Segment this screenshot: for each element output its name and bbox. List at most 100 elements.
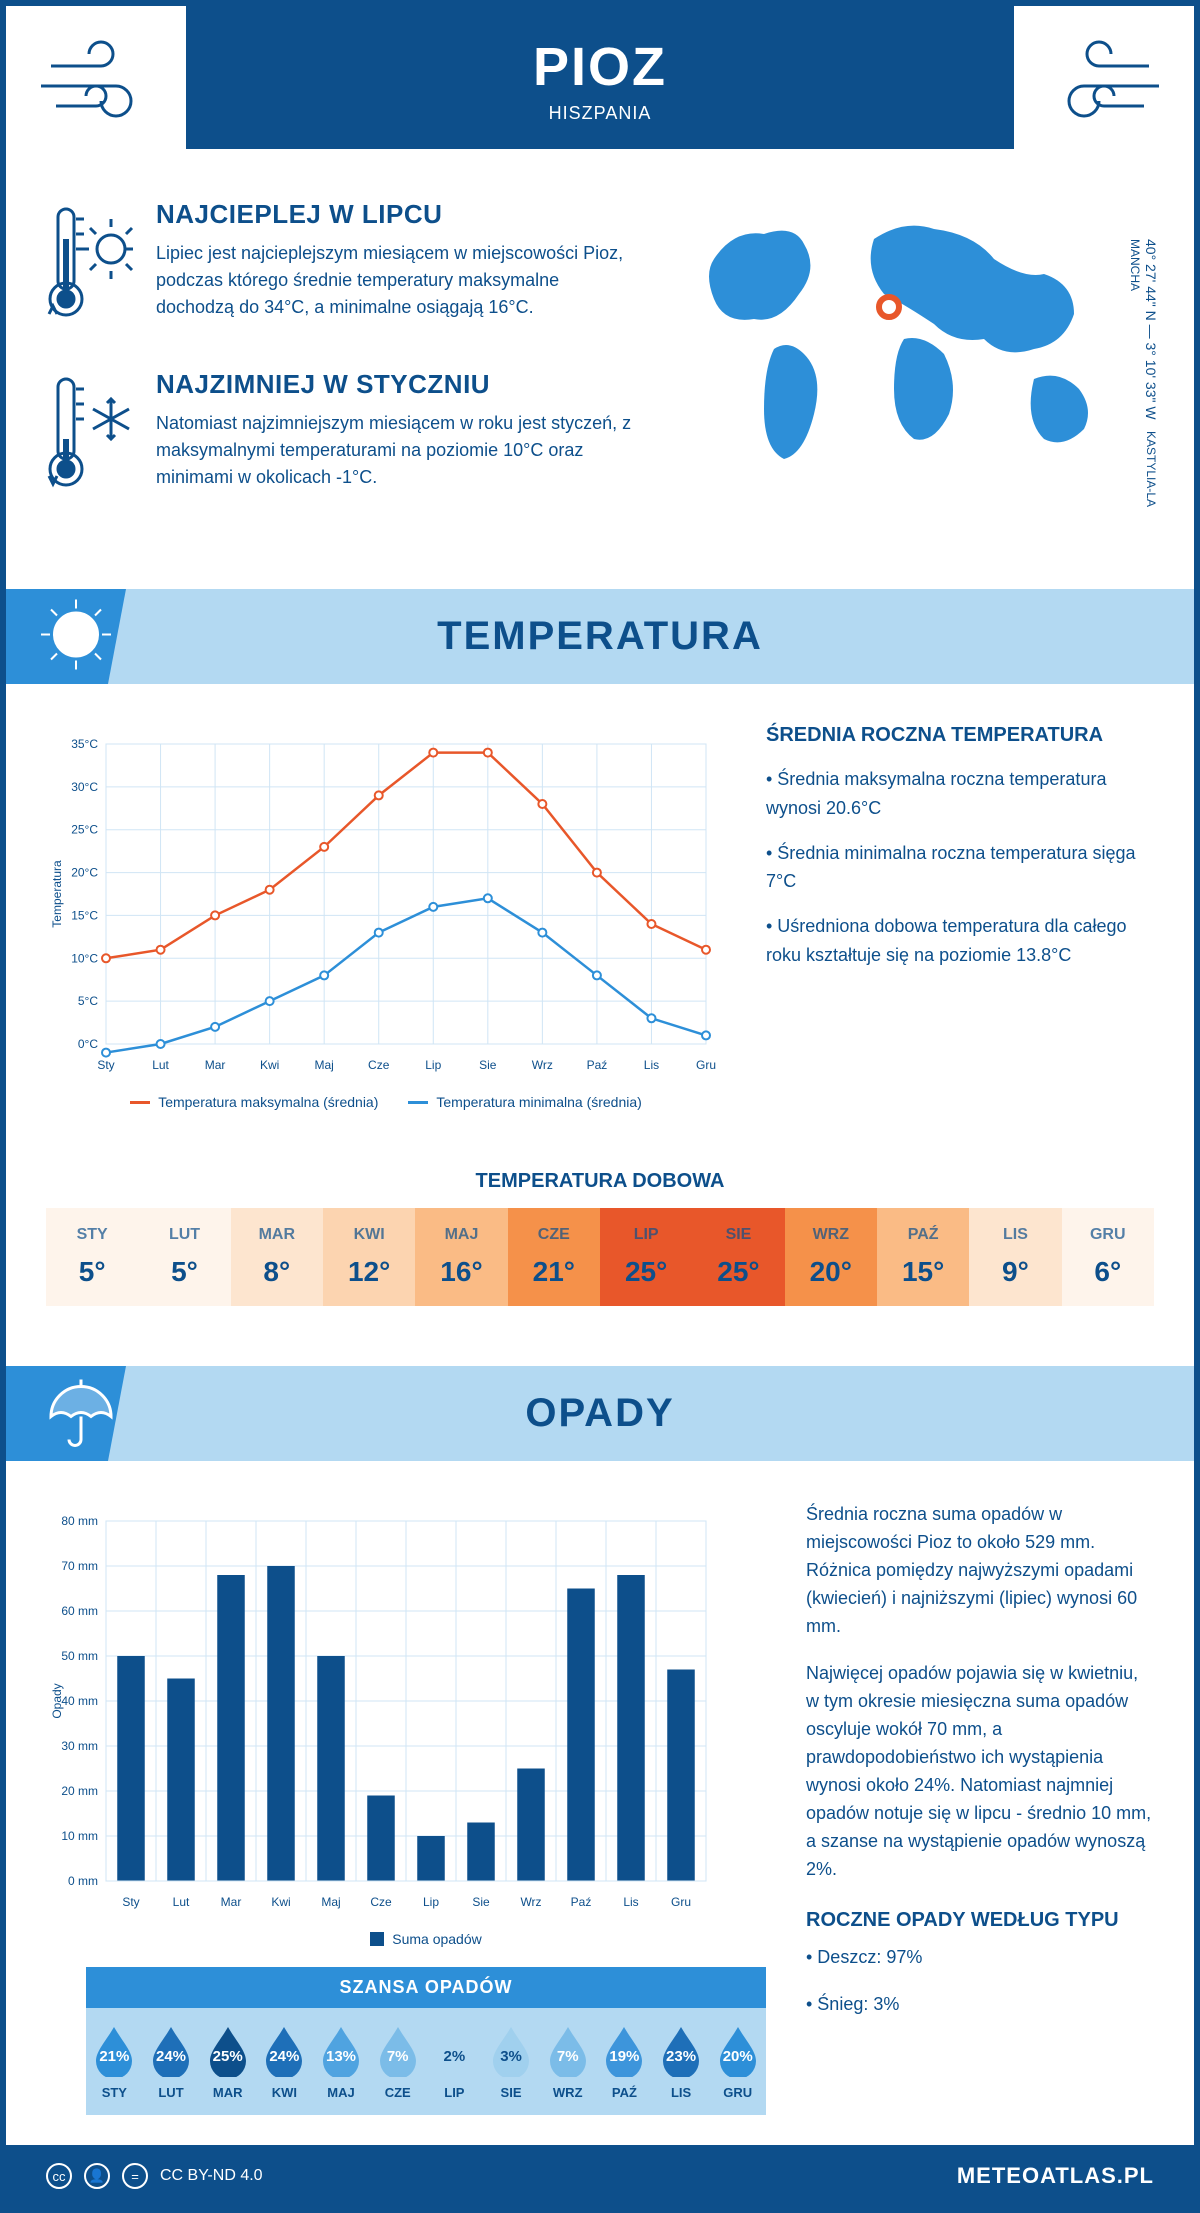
wind-icon bbox=[36, 36, 166, 131]
svg-text:Temperatura: Temperatura bbox=[50, 860, 64, 928]
page-header: PIOZ HISZPANIA bbox=[186, 6, 1014, 149]
svg-text:Cze: Cze bbox=[370, 1895, 392, 1909]
coldest-title: NAJZIMNIEJ W STYCZNIU bbox=[156, 369, 634, 400]
world-map bbox=[674, 199, 1154, 479]
svg-text:30°C: 30°C bbox=[71, 780, 98, 794]
daily-temp-cell: LIS9° bbox=[969, 1208, 1061, 1306]
wind-icon bbox=[1034, 36, 1164, 131]
daily-temp-cell: CZE21° bbox=[508, 1208, 600, 1306]
daily-temp-cell: LIP25° bbox=[600, 1208, 692, 1306]
thermometer-hot-icon bbox=[46, 199, 136, 334]
daily-temp-cell: PAŹ15° bbox=[877, 1208, 969, 1306]
svg-text:Wrz: Wrz bbox=[532, 1058, 553, 1072]
svg-text:Sty: Sty bbox=[122, 1895, 139, 1909]
svg-text:20 mm: 20 mm bbox=[61, 1784, 98, 1798]
hottest-block: NAJCIEPLEJ W LIPCU Lipiec jest najcieple… bbox=[46, 199, 634, 334]
svg-text:Lut: Lut bbox=[173, 1895, 190, 1909]
svg-text:5°C: 5°C bbox=[78, 994, 98, 1008]
nd-icon: = bbox=[122, 2163, 148, 2189]
svg-text:30 mm: 30 mm bbox=[61, 1739, 98, 1753]
svg-text:Cze: Cze bbox=[368, 1058, 390, 1072]
daily-temp-cell: MAR8° bbox=[231, 1208, 323, 1306]
daily-temp-cell: MAJ16° bbox=[415, 1208, 507, 1306]
svg-text:0 mm: 0 mm bbox=[68, 1874, 98, 1888]
svg-text:0°C: 0°C bbox=[78, 1037, 98, 1051]
temp-legend: Temperatura maksymalna (średnia) Tempera… bbox=[46, 1094, 726, 1110]
svg-text:25°C: 25°C bbox=[71, 823, 98, 837]
svg-text:Kwi: Kwi bbox=[271, 1895, 290, 1909]
svg-text:Paź: Paź bbox=[571, 1895, 592, 1909]
precip-type-title: ROCZNE OPADY WEDŁUG TYPU bbox=[806, 1909, 1154, 1932]
chance-cell: 25%MAR bbox=[199, 2023, 256, 2100]
chance-cell: 24%LUT bbox=[143, 2023, 200, 2100]
chance-cell: 21%STY bbox=[86, 2023, 143, 2100]
temp-bullet: • Średnia minimalna roczna temperatura s… bbox=[766, 839, 1154, 897]
svg-text:60 mm: 60 mm bbox=[61, 1604, 98, 1618]
svg-text:40 mm: 40 mm bbox=[61, 1694, 98, 1708]
precipitation-chance-box: SZANSA OPADÓW 21%STY24%LUT25%MAR24%KWI13… bbox=[86, 1967, 766, 2115]
precip-type-bullet: • Śnieg: 3% bbox=[806, 1991, 1154, 2019]
chance-cell: 7%CZE bbox=[369, 2023, 426, 2100]
svg-text:Lip: Lip bbox=[423, 1895, 439, 1909]
cc-icon: cc bbox=[46, 2163, 72, 2189]
svg-text:10°C: 10°C bbox=[71, 951, 98, 965]
svg-text:10 mm: 10 mm bbox=[61, 1829, 98, 1843]
coldest-text: Natomiast najzimniejszym miesiącem w rok… bbox=[156, 410, 634, 491]
thermometer-cold-icon bbox=[46, 369, 136, 504]
svg-text:50 mm: 50 mm bbox=[61, 1649, 98, 1663]
svg-text:35°C: 35°C bbox=[71, 737, 98, 751]
coldest-block: NAJZIMNIEJ W STYCZNIU Natomiast najzimni… bbox=[46, 369, 634, 504]
daily-temp-cell: SIE25° bbox=[692, 1208, 784, 1306]
chance-cell: 19%PAŹ bbox=[596, 2023, 653, 2100]
precip-type-bullet: • Deszcz: 97% bbox=[806, 1944, 1154, 1972]
daily-temp-cell: KWI12° bbox=[323, 1208, 415, 1306]
svg-text:Mar: Mar bbox=[221, 1895, 242, 1909]
chance-cell: 24%KWI bbox=[256, 2023, 313, 2100]
temperature-banner: TEMPERATURA bbox=[6, 589, 1194, 684]
daily-temp-title: TEMPERATURA DOBOWA bbox=[6, 1170, 1194, 1193]
svg-text:20°C: 20°C bbox=[71, 866, 98, 880]
chance-cell: 3%SIE bbox=[483, 2023, 540, 2100]
svg-text:Lis: Lis bbox=[623, 1895, 638, 1909]
svg-text:Sie: Sie bbox=[479, 1058, 497, 1072]
daily-temp-table: STY5°LUT5°MAR8°KWI12°MAJ16°CZE21°LIP25°S… bbox=[6, 1208, 1194, 1346]
temp-bullet: • Średnia maksymalna roczna temperatura … bbox=[766, 765, 1154, 823]
precip-summary-2: Najwięcej opadów pojawia się w kwietniu,… bbox=[806, 1660, 1154, 1883]
brand: METEOATLAS.PL bbox=[957, 2163, 1154, 2189]
svg-text:80 mm: 80 mm bbox=[61, 1514, 98, 1528]
svg-text:Paź: Paź bbox=[587, 1058, 608, 1072]
sun-icon bbox=[36, 594, 116, 679]
chance-cell: 13%MAJ bbox=[313, 2023, 370, 2100]
svg-text:Sty: Sty bbox=[97, 1058, 114, 1072]
temp-bullet: • Uśredniona dobowa temperatura dla całe… bbox=[766, 912, 1154, 970]
hottest-title: NAJCIEPLEJ W LIPCU bbox=[156, 199, 634, 230]
chance-cell: 23%LIS bbox=[653, 2023, 710, 2100]
svg-text:Gru: Gru bbox=[671, 1895, 691, 1909]
hottest-text: Lipiec jest najcieplejszym miesiącem w m… bbox=[156, 240, 634, 321]
daily-temp-cell: WRZ20° bbox=[785, 1208, 877, 1306]
chance-cell: 2%LIP bbox=[426, 2023, 483, 2100]
svg-text:Sie: Sie bbox=[472, 1895, 490, 1909]
svg-text:Lis: Lis bbox=[644, 1058, 659, 1072]
svg-text:Wrz: Wrz bbox=[520, 1895, 541, 1909]
svg-text:Maj: Maj bbox=[321, 1895, 340, 1909]
daily-temp-cell: GRU6° bbox=[1062, 1208, 1154, 1306]
svg-text:Gru: Gru bbox=[696, 1058, 716, 1072]
coordinates: 40° 27' 44" N — 3° 10' 33" W KASTYLIA-LA… bbox=[1127, 239, 1159, 539]
umbrella-icon bbox=[36, 1371, 116, 1456]
svg-text:Opady: Opady bbox=[50, 1683, 64, 1718]
country-subtitle: HISZPANIA bbox=[206, 103, 994, 124]
svg-text:70 mm: 70 mm bbox=[61, 1559, 98, 1573]
precip-summary-1: Średnia roczna suma opadów w miejscowośc… bbox=[806, 1501, 1154, 1640]
license-text: CC BY-ND 4.0 bbox=[160, 2167, 263, 2185]
page-footer: cc 👤 = CC BY-ND 4.0 METEOATLAS.PL bbox=[6, 2145, 1194, 2207]
temperature-line-chart: 0°C5°C10°C15°C20°C25°C30°C35°CStyLutMarK… bbox=[46, 724, 726, 1084]
svg-text:Mar: Mar bbox=[205, 1058, 226, 1072]
precipitation-banner: OPADY bbox=[6, 1366, 1194, 1461]
chance-cell: 7%WRZ bbox=[539, 2023, 596, 2100]
precip-legend: Suma opadów bbox=[46, 1931, 806, 1947]
svg-text:Kwi: Kwi bbox=[260, 1058, 279, 1072]
svg-text:Maj: Maj bbox=[315, 1058, 334, 1072]
by-icon: 👤 bbox=[84, 2163, 110, 2189]
location-title: PIOZ bbox=[206, 36, 994, 98]
